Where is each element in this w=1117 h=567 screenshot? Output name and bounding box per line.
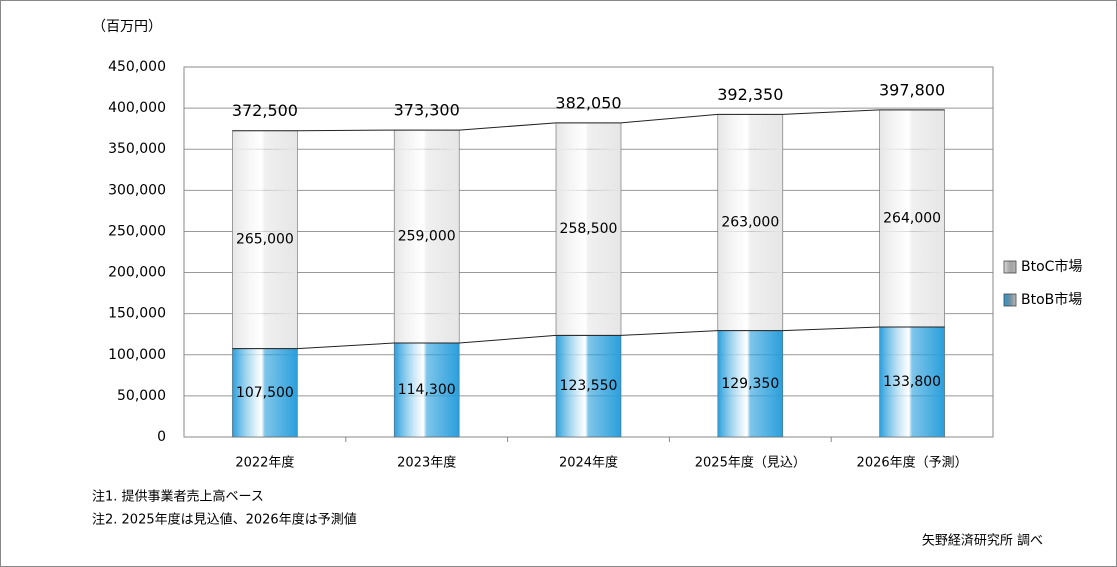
unit-label: （百万円） <box>92 19 162 35</box>
bar-segment <box>232 130 298 349</box>
value-label: 265,000 <box>236 232 294 248</box>
x-tick-label: 2023年度 <box>397 455 456 471</box>
total-label: 372,500 <box>232 101 298 120</box>
bar-segment <box>393 129 460 344</box>
note: 注1. 提供事業者売上高ベース <box>92 489 264 505</box>
x-tick-label: 2024年度 <box>559 455 618 471</box>
value-label: 129,350 <box>721 376 779 392</box>
legend-swatch <box>1003 260 1017 274</box>
value-label: 263,000 <box>721 215 779 231</box>
bar-segment <box>393 342 460 438</box>
x-tick-label: 2022年度 <box>235 455 294 471</box>
total-line <box>232 109 945 132</box>
value-label: 258,500 <box>560 221 618 237</box>
bar-segment <box>555 122 622 336</box>
bar-segment <box>717 114 784 331</box>
y-tick-label: 50,000 <box>117 388 166 404</box>
y-tick-label: 400,000 <box>108 100 166 116</box>
value-label: 107,500 <box>236 385 294 401</box>
bar-segment <box>879 326 945 438</box>
source: 矢野経済研究所 調べ <box>922 533 1043 549</box>
value-label: 259,000 <box>398 229 456 245</box>
y-tick-label: 350,000 <box>108 141 166 157</box>
connector-line <box>232 326 945 350</box>
note: 注2. 2025年度は見込値、2026年度は予測値 <box>92 512 357 528</box>
total-label: 382,050 <box>555 93 621 112</box>
bar-segment <box>717 330 784 438</box>
bar-segment <box>555 335 622 438</box>
bar-segment <box>879 109 945 328</box>
x-tick-label: 2025年度（見込） <box>695 455 806 471</box>
y-tick-label: 250,000 <box>108 223 166 239</box>
legend-label: BtoB市場 <box>1021 291 1082 308</box>
legend-label: BtoC市場 <box>1021 258 1082 275</box>
y-tick-label: 200,000 <box>108 265 166 281</box>
value-label: 133,800 <box>883 374 941 390</box>
bar-segment <box>232 348 298 438</box>
y-tick-label: 300,000 <box>108 182 166 198</box>
total-label: 373,300 <box>394 101 460 120</box>
x-tick-label: 2026年度（予測） <box>857 455 968 471</box>
y-tick-label: 100,000 <box>108 347 166 363</box>
value-label: 114,300 <box>398 382 456 398</box>
y-tick-label: 450,000 <box>108 59 166 75</box>
total-label: 392,350 <box>717 85 783 104</box>
total-label: 397,800 <box>879 80 945 99</box>
legend-swatch <box>1003 293 1017 307</box>
value-label: 123,550 <box>560 378 618 394</box>
value-label: 264,000 <box>883 210 941 226</box>
y-tick-label: 0 <box>157 429 166 445</box>
y-tick-label: 150,000 <box>108 306 166 322</box>
